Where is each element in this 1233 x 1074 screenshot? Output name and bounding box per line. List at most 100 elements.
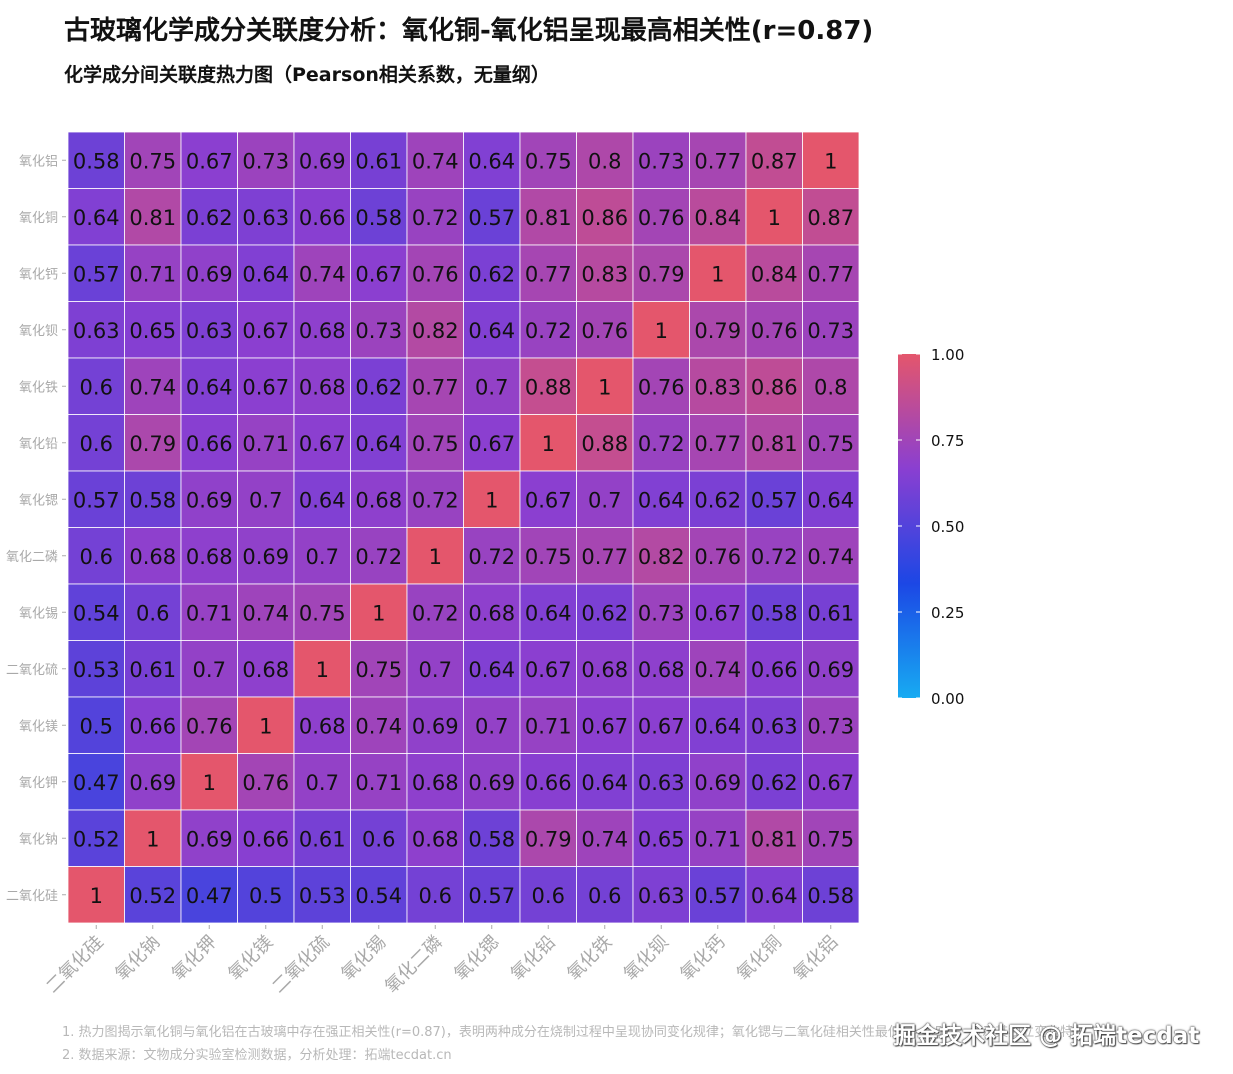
cell-value-label: 1 [90, 884, 103, 908]
cell-value-label: 0.72 [412, 206, 459, 230]
heatmap-cell [180, 809, 238, 867]
heatmap-cell [745, 188, 803, 246]
heatmap-cell [293, 244, 351, 302]
heatmap-cell [293, 696, 351, 754]
cell-value-label: 0.74 [694, 658, 741, 682]
cell-value-label: 0.53 [299, 884, 346, 908]
cell-value-label: 0.74 [807, 545, 854, 569]
y-axis-label: 氧化铁 [19, 380, 58, 395]
cell-value-label: 0.58 [807, 884, 854, 908]
heatmap-cell [689, 809, 747, 867]
y-axis-label: 氧化铅 [19, 437, 58, 452]
cell-value-label: 0.8 [588, 149, 621, 173]
cell-value-label: 0.67 [525, 658, 572, 682]
heatmap-cell [350, 527, 408, 585]
cell-value-label: 0.61 [129, 658, 176, 682]
cell-value-label: 0.66 [242, 827, 289, 851]
cell-value-label: 0.68 [638, 658, 685, 682]
heatmap-cell [802, 866, 860, 924]
heatmap-cell [293, 470, 351, 528]
cell-value-label: 1 [316, 658, 329, 682]
heatmap-cell [293, 414, 351, 472]
cell-value-label: 0.64 [242, 262, 289, 286]
cell-value-label: 0.79 [525, 827, 572, 851]
heatmap-cell [124, 696, 182, 754]
heatmap-cell [519, 527, 577, 585]
heatmap-cell [632, 866, 690, 924]
heatmap-cell [237, 753, 295, 811]
cell-value-label: 0.72 [468, 545, 515, 569]
cell-value-label: 0.58 [751, 601, 798, 625]
heatmap-cell [519, 131, 577, 189]
heatmap-cell [745, 696, 803, 754]
cell-value-label: 0.72 [355, 545, 402, 569]
heatmap-cell [632, 753, 690, 811]
cell-value-label: 0.5 [249, 884, 282, 908]
cell-value-label: 0.71 [525, 714, 572, 738]
heatmap-cell [463, 753, 521, 811]
cell-value-label: 0.66 [186, 432, 233, 456]
heatmap-cell [463, 866, 521, 924]
heatmap-cell [67, 583, 125, 641]
cell-value-label: 0.63 [73, 319, 120, 343]
x-axis-label: 氧化铁 [563, 932, 616, 985]
cell-value-label: 0.75 [807, 432, 854, 456]
cell-value-label: 0.64 [694, 714, 741, 738]
cell-value-label: 0.57 [694, 884, 741, 908]
x-axis-label: 氧化钡 [620, 932, 673, 985]
heatmap-cell [632, 470, 690, 528]
heatmap-cell [124, 357, 182, 415]
heatmap-cell [463, 809, 521, 867]
heatmap-cell [802, 301, 860, 359]
cell-value-label: 0.69 [186, 827, 233, 851]
x-axis-label: 氧化钙 [676, 932, 729, 985]
heatmap-cell [237, 357, 295, 415]
cell-value-label: 0.88 [581, 432, 628, 456]
cell-value-label: 0.65 [129, 319, 176, 343]
heatmap-cell [576, 131, 634, 189]
heatmap-cell [802, 527, 860, 585]
heatmap-cell [463, 244, 521, 302]
cell-value-label: 0.76 [694, 545, 741, 569]
heatmap-cell [689, 470, 747, 528]
x-axis-label: 氧化二磷 [381, 932, 447, 998]
cell-value-label: 0.66 [525, 771, 572, 795]
heatmap-cell [350, 640, 408, 698]
heatmap-cell [802, 583, 860, 641]
cell-value-label: 0.68 [581, 658, 628, 682]
cell-value-label: 0.7 [249, 488, 282, 512]
cell-value-label: 0.73 [807, 714, 854, 738]
cell-value-label: 0.83 [694, 375, 741, 399]
cell-value-label: 0.67 [242, 375, 289, 399]
heatmap-cell [67, 357, 125, 415]
heatmap-cell [576, 527, 634, 585]
heatmap-cell [406, 244, 464, 302]
heatmap-cell [632, 640, 690, 698]
heatmap-cell [180, 414, 238, 472]
cell-value-label: 0.71 [186, 601, 233, 625]
cell-value-label: 0.7 [306, 771, 339, 795]
heatmap-cell [689, 527, 747, 585]
cell-value-label: 0.68 [468, 601, 515, 625]
heatmap-cell [180, 357, 238, 415]
y-axis-label: 氧化二磷 [6, 550, 58, 565]
heatmap-cell [293, 301, 351, 359]
heatmap-cell [689, 357, 747, 415]
x-axis-label: 二氧化硫 [268, 932, 334, 998]
heatmap-cell [632, 244, 690, 302]
cell-value-label: 1 [372, 601, 385, 625]
cell-value-label: 0.7 [193, 658, 226, 682]
y-axis-label: 氧化钡 [19, 324, 58, 339]
cell-value-label: 0.8 [814, 375, 847, 399]
cell-value-label: 0.47 [186, 884, 233, 908]
cell-value-label: 0.68 [186, 545, 233, 569]
heatmap-cell [67, 131, 125, 189]
colorbar-tick-label: 0.00 [931, 690, 964, 708]
heatmap-cell [406, 527, 464, 585]
heatmap-chart: 0.58 0.75 0.67 0.73 0.69 0.61 0.74 0.64 0.75 0.8 0… [6, 131, 964, 998]
cell-value-label: 0.76 [751, 319, 798, 343]
caption-note: 1. 热力图揭示氧化铜与氧化铝在古玻璃中存在强正相关性(r=0.87)，表明两种… [62, 1025, 1100, 1040]
cell-value-label: 0.76 [186, 714, 233, 738]
x-axis-label: 氧化铅 [507, 932, 560, 985]
cell-value-label: 0.6 [588, 884, 621, 908]
